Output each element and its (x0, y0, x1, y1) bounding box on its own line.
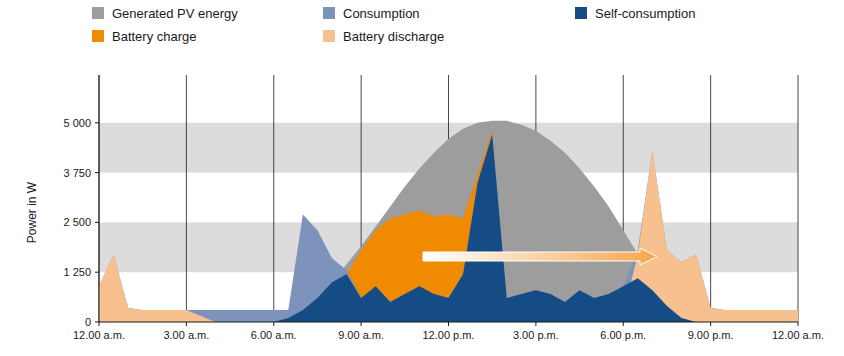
legend-swatch (323, 30, 335, 42)
legend-swatch (92, 7, 104, 19)
area (99, 135, 798, 322)
x-tick-label: 6.00 p.m. (600, 329, 646, 341)
x-tick-label: 3.00 a.m. (163, 329, 209, 341)
x-tick-label: 12.00 p.m. (423, 329, 475, 341)
area (99, 151, 798, 322)
x-tick-label: 6.00 a.m. (251, 329, 297, 341)
legend-swatch (92, 30, 104, 42)
x-tick (273, 322, 274, 326)
grid-line (710, 75, 711, 322)
x-tick-label: 9.00 p.m. (688, 329, 734, 341)
area (99, 135, 798, 322)
y-tick (95, 172, 99, 173)
grid-line (273, 75, 274, 322)
x-tick (710, 322, 711, 326)
grid-line (798, 75, 799, 322)
plot-area (99, 121, 798, 322)
shift-arrow (423, 248, 657, 265)
x-tick (623, 322, 624, 326)
legend-label: Self-consumption (595, 6, 695, 21)
area (99, 121, 798, 322)
legend-swatch (575, 7, 587, 19)
y-tick (95, 272, 99, 273)
grid-line (99, 75, 100, 322)
x-tick (798, 322, 799, 326)
x-tick-label: 12.00 a.m. (772, 329, 824, 341)
x-tick (99, 322, 100, 326)
x-tick (186, 322, 187, 326)
legend-label: Battery charge (112, 29, 197, 44)
area (99, 131, 798, 322)
grid-line (186, 75, 187, 322)
x-tick (448, 322, 449, 326)
legend-label: Battery discharge (343, 29, 444, 44)
y-tick (95, 122, 99, 123)
y-axis (99, 75, 100, 322)
y-tick-label: 0 (85, 316, 91, 328)
y-tick-label: 2 500 (63, 216, 91, 228)
x-tick-label: 9.00 a.m. (338, 329, 384, 341)
y-axis-label: Power in W (25, 181, 39, 243)
y-tick (95, 222, 99, 223)
x-tick-label: 3.00 p.m. (513, 329, 559, 341)
y-tick-label: 5 000 (63, 117, 91, 129)
x-tick-label: 12.00 a.m. (73, 329, 125, 341)
y-tick (95, 322, 99, 323)
y-tick-label: 3 750 (63, 167, 91, 179)
legend-label: Generated PV energy (112, 6, 238, 21)
legend-label: Consumption (343, 6, 420, 21)
x-tick (361, 322, 362, 326)
legend-swatch (323, 7, 335, 19)
x-tick (535, 322, 536, 326)
chart: 0 1 250 2 500 3 750 5 000 12.00 a.m. 3.00 a.m.… (0, 0, 844, 356)
y-tick-label: 1 250 (63, 266, 91, 278)
